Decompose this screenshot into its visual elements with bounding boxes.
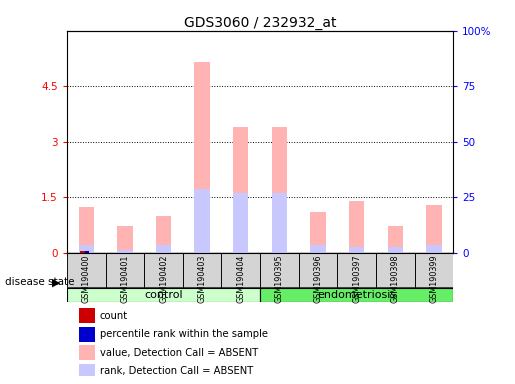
Bar: [376, 253, 415, 287]
Text: GSM190403: GSM190403: [198, 254, 207, 303]
Bar: [67, 288, 260, 302]
Bar: [299, 253, 337, 287]
Bar: [426, 245, 441, 253]
Bar: [195, 62, 210, 253]
Bar: [78, 327, 95, 341]
Text: GSM190398: GSM190398: [391, 254, 400, 303]
Bar: [106, 253, 144, 287]
Bar: [67, 253, 106, 287]
Text: GSM190396: GSM190396: [314, 254, 322, 303]
Bar: [349, 247, 364, 253]
Bar: [156, 245, 171, 253]
Bar: [426, 205, 441, 253]
Text: count: count: [100, 311, 128, 321]
Bar: [311, 212, 325, 253]
Bar: [272, 193, 287, 253]
Bar: [415, 253, 453, 287]
Bar: [311, 245, 325, 253]
Bar: [337, 253, 376, 287]
Bar: [388, 247, 403, 253]
Text: GSM190400: GSM190400: [82, 254, 91, 303]
Text: endometriosis: endometriosis: [317, 290, 396, 300]
Bar: [272, 127, 287, 253]
Bar: [78, 308, 95, 323]
Text: GSM190399: GSM190399: [430, 254, 438, 303]
Title: GDS3060 / 232932_at: GDS3060 / 232932_at: [184, 16, 336, 30]
Bar: [117, 250, 132, 253]
Text: GSM190397: GSM190397: [352, 254, 361, 303]
Text: ▶: ▶: [52, 277, 60, 287]
Bar: [233, 193, 248, 253]
Text: GSM190404: GSM190404: [236, 254, 245, 303]
Text: control: control: [144, 290, 183, 300]
Bar: [144, 253, 183, 287]
Bar: [260, 288, 453, 302]
Bar: [221, 253, 260, 287]
Bar: [233, 127, 248, 253]
Bar: [79, 207, 94, 253]
Bar: [260, 253, 299, 287]
Text: GSM190395: GSM190395: [275, 254, 284, 303]
Text: percentile rank within the sample: percentile rank within the sample: [100, 329, 268, 339]
Bar: [156, 216, 171, 253]
Text: rank, Detection Call = ABSENT: rank, Detection Call = ABSENT: [100, 366, 253, 376]
Text: disease state: disease state: [5, 277, 75, 287]
Bar: [80, 251, 85, 253]
Bar: [195, 189, 210, 253]
Bar: [79, 245, 94, 253]
Bar: [78, 345, 95, 360]
Bar: [183, 253, 221, 287]
Text: GSM190401: GSM190401: [121, 254, 129, 303]
Bar: [117, 226, 132, 253]
Bar: [84, 251, 90, 253]
Bar: [388, 226, 403, 253]
Bar: [349, 201, 364, 253]
Text: value, Detection Call = ABSENT: value, Detection Call = ABSENT: [100, 348, 258, 358]
Text: GSM190402: GSM190402: [159, 254, 168, 303]
Bar: [78, 364, 95, 379]
